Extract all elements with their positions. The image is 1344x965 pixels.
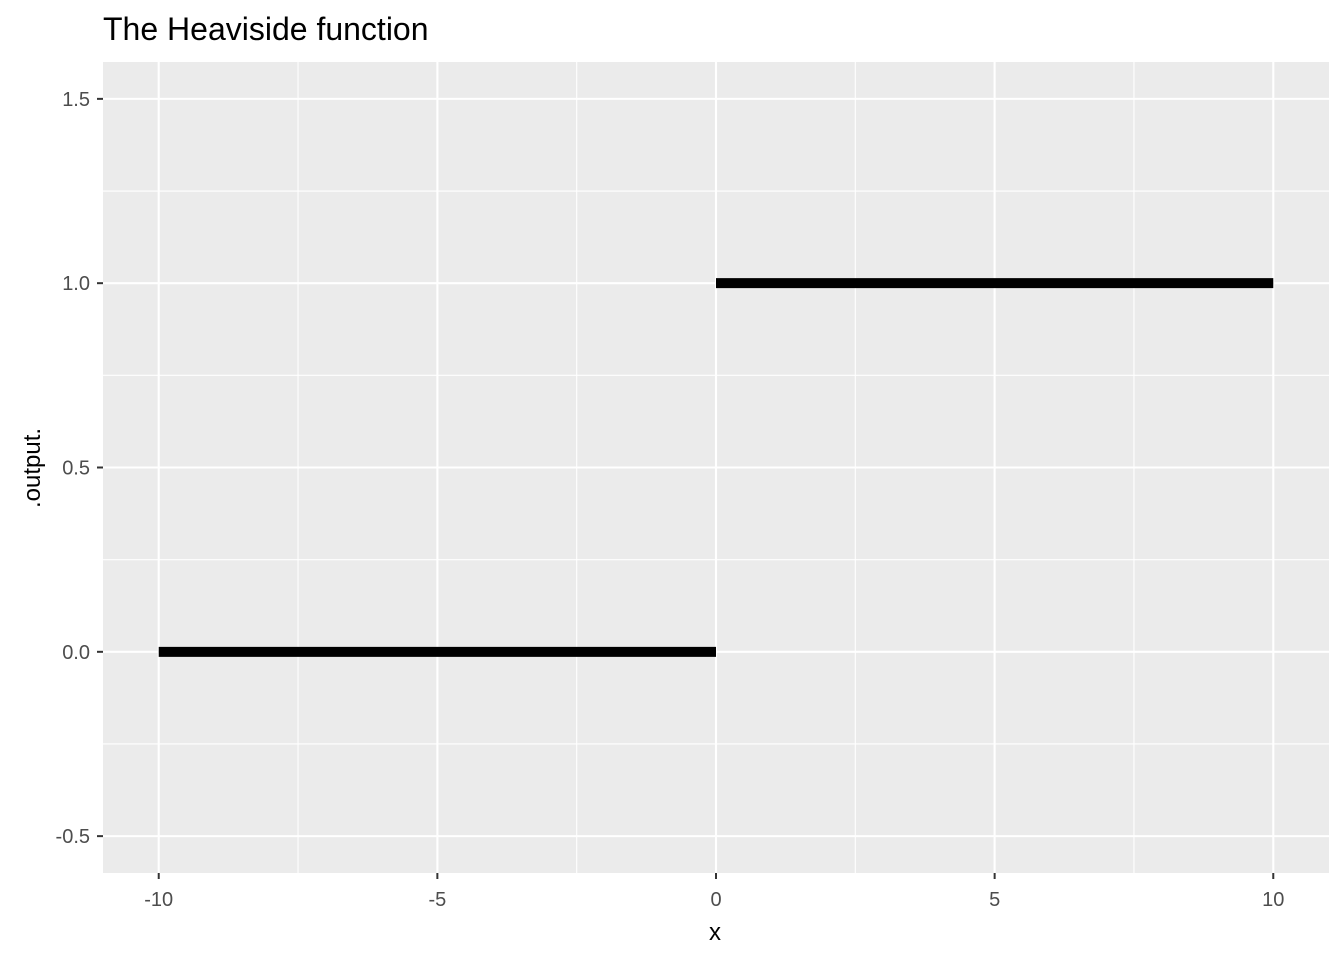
y-tick-label: 0.5 (62, 458, 90, 480)
data-segments (158, 278, 1274, 657)
x-tick-label: -5 (428, 889, 446, 911)
x-tick-label: 0 (710, 889, 721, 911)
x-tick-label: -10 (144, 889, 173, 911)
y-tick-label: -0.5 (56, 826, 90, 848)
y-axis-title: .output. (19, 428, 46, 508)
x-tick-label: 5 (989, 889, 1000, 911)
chart-title: The Heaviside function (103, 11, 429, 47)
y-tick-label: 1.5 (62, 89, 90, 111)
y-tick-label: 1.0 (62, 273, 90, 295)
x-axis-title: x (709, 919, 721, 946)
axes: -10 -5 0 5 10 -0.5 0.0 0.5 1.0 1.5 (56, 89, 1285, 911)
x-tick-label: 10 (1262, 889, 1284, 911)
y-tick-label: 0.0 (62, 642, 90, 664)
